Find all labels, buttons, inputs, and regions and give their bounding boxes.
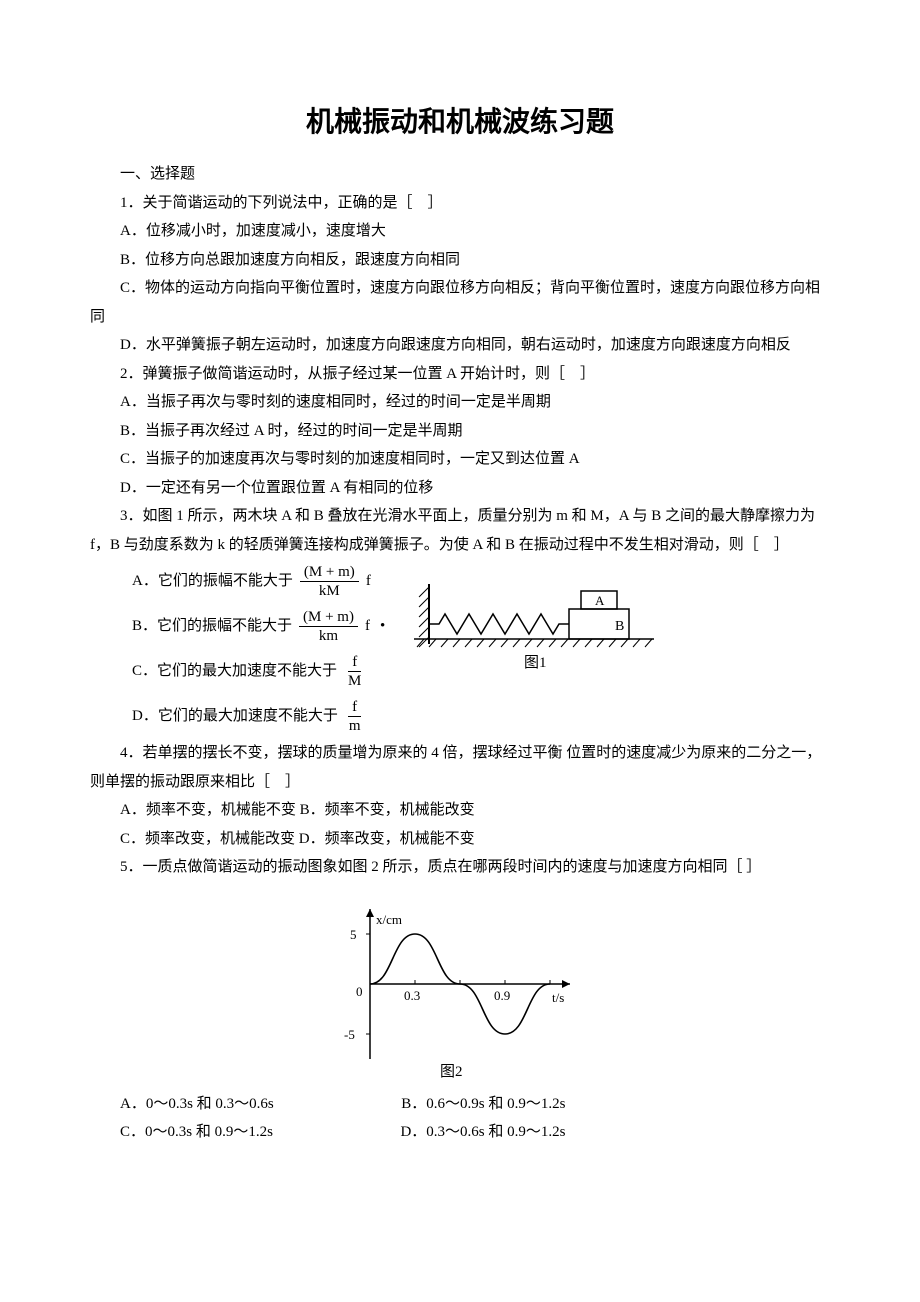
q5-optD: D．0.3～0.6s 和 0.9～1.2s bbox=[400, 1124, 565, 1140]
q4-row-ab: A．频率不变，机械能不变 B．频率不变，机械能改变 bbox=[90, 796, 830, 825]
q3-optA: A．它们的振幅不能大于 (M + m) kM f bbox=[132, 563, 385, 600]
q1-stem: 1．关于简谐运动的下列说法中，正确的是［ ］ bbox=[90, 189, 830, 218]
q5-stem: 5．一质点做简谐运动的振动图象如图 2 所示，质点在哪两段时间内的速度与加速度方… bbox=[90, 853, 830, 882]
title: 机械振动和机械波练习题 bbox=[90, 100, 830, 140]
q1-optA: A．位移减小时，加速度减小，速度增大 bbox=[90, 217, 830, 246]
q3-A-prefix: A．它们的振幅不能大于 bbox=[132, 565, 293, 598]
x-axis-label: t/s bbox=[552, 990, 564, 1005]
q5-figure-wrap: 5 -5 0 0.3 0.9 x/cm t/s 图2 bbox=[90, 894, 830, 1084]
ytick-pos: 5 bbox=[350, 927, 357, 942]
q3-row: A．它们的振幅不能大于 (M + m) kM f B．它们的振幅不能大于 (M … bbox=[90, 559, 830, 739]
q3-optB: B．它们的振幅不能大于 (M + m) km f • bbox=[132, 608, 385, 645]
q3-B-frac: (M + m) km bbox=[299, 608, 358, 645]
q2-optC: C．当振子的加速度再次与零时刻的加速度相同时，一定又到达位置 A bbox=[90, 445, 830, 474]
q2-optB: B．当振子再次经过 A 时，经过的时间一定是半周期 bbox=[90, 417, 830, 446]
fig1-caption: 图1 bbox=[524, 654, 547, 671]
q2-stem: 2．弹簧振子做简谐运动时，从振子经过某一位置 A 开始计时，则［ ］ bbox=[90, 360, 830, 389]
ytick-neg: -5 bbox=[344, 1027, 355, 1042]
q5-optA: A．0～0.3s 和 0.3～0.6s bbox=[120, 1096, 274, 1112]
q3-stem: 3．如图 1 所示，两木块 A 和 B 叠放在光滑水平面上，质量分别为 m 和 … bbox=[90, 502, 830, 559]
q1-optB: B．位移方向总跟加速度方向相反，跟速度方向相同 bbox=[90, 246, 830, 275]
q3-C-frac: f M bbox=[344, 653, 365, 690]
fig2-caption: 图2 bbox=[440, 1063, 463, 1080]
q3-optC: C．它们的最大加速度不能大于 f M bbox=[132, 653, 385, 690]
q3-optD: D．它们的最大加速度不能大于 f m bbox=[132, 698, 385, 735]
q5-row2: C．0～0.3s 和 0.9～1.2s D．0.3～0.6s 和 0.9～1.2… bbox=[90, 1118, 830, 1147]
q1-optD: D．水平弹簧振子朝左运动时，加速度方向跟速度方向相同，朝右运动时，加速度方向跟速… bbox=[90, 331, 830, 360]
q3-A-frac: (M + m) kM bbox=[300, 563, 359, 600]
q3-options-col: A．它们的振幅不能大于 (M + m) kM f B．它们的振幅不能大于 (M … bbox=[90, 559, 385, 739]
q5-row1: A．0～0.3s 和 0.3～0.6s B．0.6～0.9s 和 0.9～1.2… bbox=[90, 1090, 830, 1119]
origin-label: 0 bbox=[356, 984, 363, 999]
block-b-label: B bbox=[615, 619, 624, 634]
q5-optB: B．0.6～0.9s 和 0.9～1.2s bbox=[401, 1096, 565, 1112]
q3-B-prefix: B．它们的振幅不能大于 bbox=[132, 610, 292, 643]
q3-D-frac: f m bbox=[345, 698, 365, 735]
section-heading: 一、选择题 bbox=[90, 160, 830, 189]
page: 机械振动和机械波练习题 一、选择题 1．关于简谐运动的下列说法中，正确的是［ ］… bbox=[0, 0, 920, 1302]
q2-optA: A．当振子再次与零时刻的速度相同时，经过的时间一定是半周期 bbox=[90, 388, 830, 417]
q3-C-prefix: C．它们的最大加速度不能大于 bbox=[132, 655, 337, 688]
y-axis-label: x/cm bbox=[376, 912, 402, 927]
xtick-a: 0.3 bbox=[404, 988, 420, 1003]
q4-row-cd: C．频率改变，机械能改变 D．频率改变，机械能不变 bbox=[90, 825, 830, 854]
q3-A-suffix: f bbox=[366, 565, 371, 598]
spring-diagram-icon: B A 图1 bbox=[409, 569, 659, 679]
block-a-label: A bbox=[595, 593, 605, 608]
q5-optC: C．0～0.3s 和 0.9～1.2s bbox=[120, 1124, 273, 1140]
q2-optD: D．一定还有另一个位置跟位置 A 有相同的位移 bbox=[90, 474, 830, 503]
xtick-b: 0.9 bbox=[494, 988, 510, 1003]
q1-optC: C．物体的运动方向指向平衡位置时，速度方向跟位移方向相反；背向平衡位置时，速度方… bbox=[90, 274, 830, 331]
q3-figure: B A 图1 bbox=[409, 569, 659, 684]
sine-chart-icon: 5 -5 0 0.3 0.9 x/cm t/s 图2 bbox=[320, 894, 600, 1084]
q3-B-suffix: f bbox=[365, 610, 370, 643]
q3-D-prefix: D．它们的最大加速度不能大于 bbox=[132, 700, 338, 733]
q4-stem: 4．若单摆的摆长不变，摆球的质量增为原来的 4 倍，摆球经过平衡 位置时的速度减… bbox=[90, 739, 830, 796]
